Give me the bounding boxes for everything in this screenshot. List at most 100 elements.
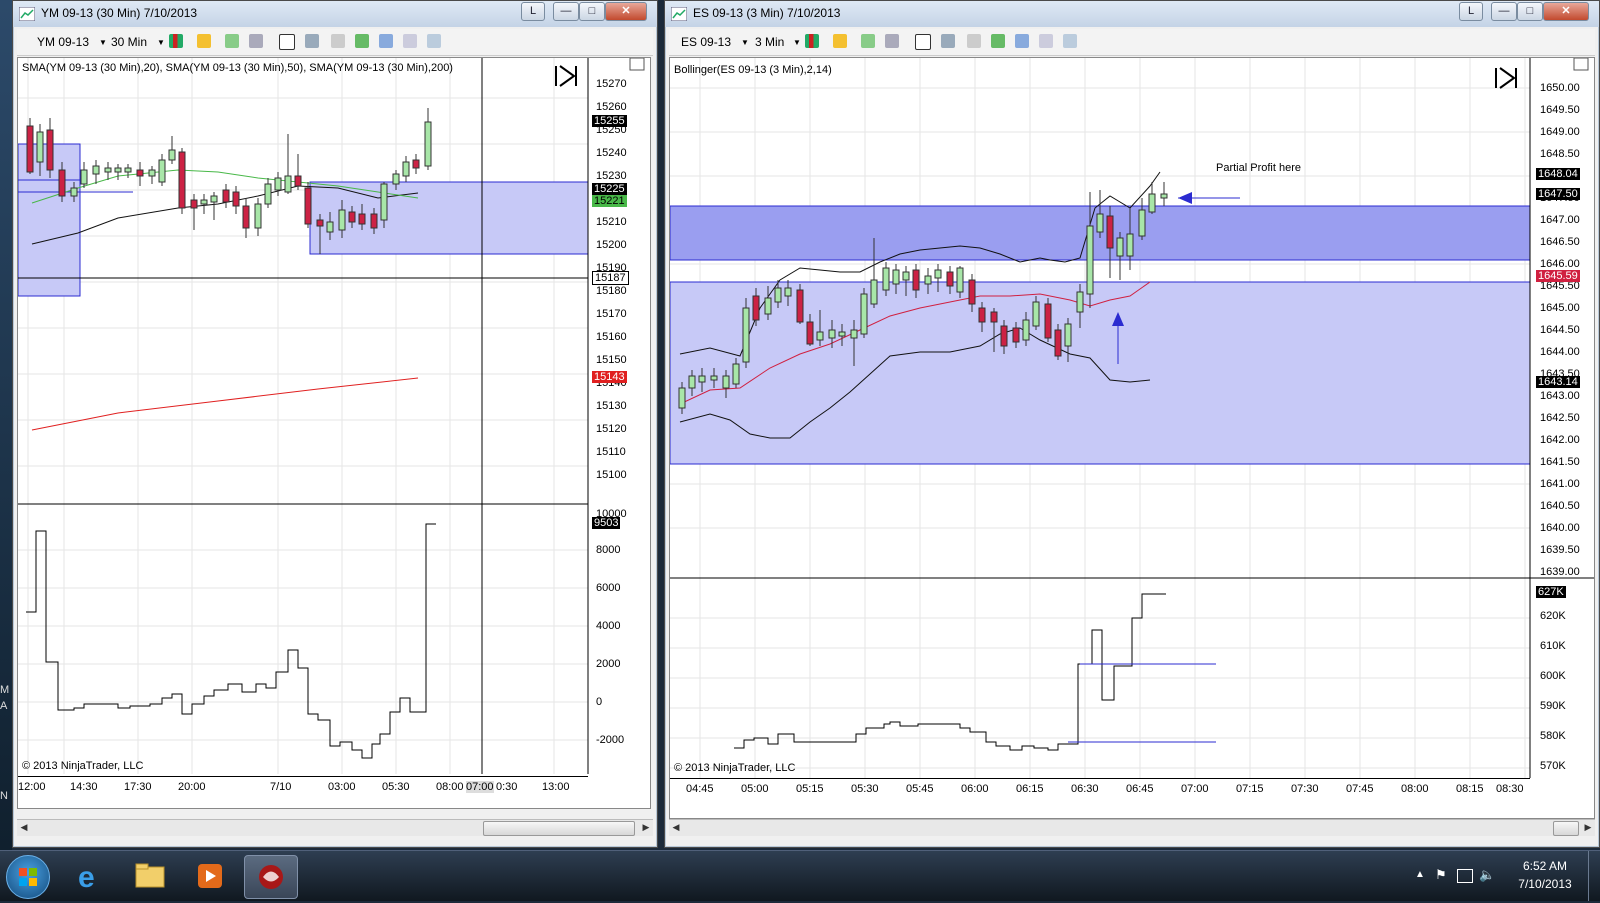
instrument-selector[interactable]: YM 09-13: [37, 35, 90, 49]
indicator-icon[interactable]: [861, 34, 875, 48]
volume-tick: 620K: [1540, 610, 1566, 622]
volume-marker: 627K: [1536, 586, 1566, 598]
ym-chart-panel[interactable]: 15270 15260 15250 15240 15230 15220 1521…: [17, 57, 651, 809]
panel-icon[interactable]: [1063, 34, 1077, 48]
taskbar-clock[interactable]: 6:52 AM 7/10/2013: [1514, 857, 1576, 893]
volume-tick: 610K: [1540, 640, 1566, 652]
chevron-down-icon[interactable]: ▼: [99, 38, 107, 47]
time-tick: 05:30: [851, 783, 879, 795]
scroll-thumb[interactable]: [483, 821, 635, 836]
price-tick: 15230: [596, 170, 627, 182]
bar-type-icon[interactable]: [169, 34, 183, 48]
volume-speaker-icon[interactable]: 🔈: [1479, 867, 1496, 882]
pencil-icon[interactable]: [833, 34, 847, 48]
time-tick: 07:00: [1181, 783, 1209, 795]
properties-icon[interactable]: [967, 34, 981, 48]
zoom-icon[interactable]: [941, 34, 955, 48]
show-desktop-button[interactable]: [1588, 851, 1600, 901]
bar-end-icon[interactable]: [1495, 67, 1517, 89]
chevron-down-icon[interactable]: ▼: [157, 38, 165, 47]
save-icon[interactable]: [403, 34, 417, 48]
image-icon[interactable]: [379, 34, 393, 48]
scroll-left-icon[interactable]: ◀: [20, 822, 28, 832]
upper-band-marker: 1648.04: [1536, 168, 1580, 180]
desktop-icon-label[interactable]: N: [0, 790, 8, 802]
taskbar-ninjatrader[interactable]: [244, 855, 298, 899]
minimize-button[interactable]: —: [553, 2, 579, 21]
price-tick: 1641.50: [1540, 456, 1580, 468]
es-chart-window: ES 09-13 (3 Min) 7/10/2013 L — □ ✕ ES 09…: [664, 0, 1600, 848]
image-icon[interactable]: [1015, 34, 1029, 48]
ym-volume-axis: 10000 8000 6000 4000 2000 0 -2000 9503: [592, 504, 650, 784]
up-arrow-icon: [1112, 312, 1124, 364]
window-titlebar[interactable]: ES 09-13 (3 Min) 7/10/2013 L — □ ✕: [665, 1, 1599, 27]
interval-selector[interactable]: 30 Min: [111, 35, 148, 49]
price-tick: 1642.00: [1540, 434, 1580, 446]
taskbar-media-player[interactable]: [184, 855, 236, 897]
link-button[interactable]: L: [1459, 2, 1483, 21]
strategy-icon[interactable]: [885, 34, 899, 48]
taskbar-internet-explorer[interactable]: e: [64, 855, 116, 897]
media-player-icon: [198, 864, 222, 888]
price-tick: 1639.50: [1540, 544, 1580, 556]
maximize-button[interactable]: □: [1517, 2, 1543, 21]
bar-end-icon[interactable]: [555, 65, 577, 87]
time-tick: 06:15: [1016, 783, 1044, 795]
desktop-icon-label[interactable]: M: [0, 684, 10, 696]
scroll-thumb[interactable]: [1553, 821, 1579, 836]
panel-icon[interactable]: [427, 34, 441, 48]
crosshair-icon[interactable]: [915, 34, 931, 50]
close-button[interactable]: ✕: [1543, 2, 1589, 21]
price-tick: 15240: [596, 147, 627, 159]
price-tick: 15110: [596, 446, 626, 458]
taskbar-explorer[interactable]: [124, 855, 176, 897]
interval-selector[interactable]: 3 Min: [755, 35, 785, 49]
es-chart-panel[interactable]: Bollinger(ES 09-13 (3 Min),2,14) Partial…: [669, 57, 1595, 819]
pencil-icon[interactable]: [197, 34, 211, 48]
clock-date: 7/10/2013: [1518, 877, 1572, 891]
network-icon[interactable]: [1457, 869, 1473, 883]
chart-toolbar: YM 09-13 ▼ 30 Min ▼: [17, 29, 653, 56]
horizontal-scrollbar[interactable]: ◀ ▶: [669, 819, 1595, 836]
time-tick: 0:30: [496, 781, 518, 793]
data-box-icon[interactable]: [355, 34, 369, 48]
show-hidden-icons-icon[interactable]: ▲: [1415, 869, 1425, 880]
zoom-icon[interactable]: [305, 34, 319, 48]
chart-app-icon: [19, 7, 35, 21]
scroll-left-icon[interactable]: ◀: [672, 822, 680, 832]
volume-tick: -2000: [596, 734, 625, 746]
copyright-text: © 2013 NinjaTrader, LLC: [22, 760, 144, 772]
action-center-flag-icon[interactable]: ⚑: [1435, 867, 1447, 882]
price-tick: 1642.50: [1540, 412, 1580, 424]
scroll-right-icon[interactable]: ▶: [642, 822, 650, 832]
time-tick: 08:30: [1496, 783, 1524, 795]
horizontal-scrollbar[interactable]: ◀ ▶: [17, 819, 653, 836]
start-button[interactable]: [6, 855, 50, 899]
scroll-right-icon[interactable]: ▶: [1584, 822, 1592, 832]
window-titlebar[interactable]: YM 09-13 (30 Min) 7/10/2013 L — □ ✕: [13, 1, 657, 27]
save-icon[interactable]: [1039, 34, 1053, 48]
chevron-down-icon[interactable]: ▼: [741, 38, 749, 47]
price-tick: 1650.00: [1540, 82, 1580, 94]
desktop-icon-label[interactable]: A: [0, 700, 8, 712]
crosshair-icon[interactable]: [279, 34, 295, 50]
ym-chart-canvas: [18, 58, 645, 774]
instrument-selector[interactable]: ES 09-13: [681, 35, 732, 49]
indicator-icon[interactable]: [225, 34, 239, 48]
ym-time-axis: 12:00 14:30 17:30 20:00 7/10 03:00 05:30…: [18, 776, 588, 797]
close-button[interactable]: ✕: [605, 2, 647, 21]
link-button[interactable]: L: [521, 2, 545, 21]
price-tick: 1644.50: [1540, 324, 1580, 336]
bar-type-icon[interactable]: [805, 34, 819, 48]
es-volume-axis: 620K 610K 600K 590K 580K 570K 627K: [1534, 578, 1594, 778]
minimize-button[interactable]: —: [1491, 2, 1517, 21]
price-tick: 15270: [596, 78, 627, 90]
properties-icon[interactable]: [331, 34, 345, 48]
strategy-icon[interactable]: [249, 34, 263, 48]
chevron-down-icon[interactable]: ▼: [793, 38, 801, 47]
time-tick: 12:00: [18, 781, 46, 793]
data-box-icon[interactable]: [991, 34, 1005, 48]
price-tick: 15170: [596, 308, 627, 320]
maximize-button[interactable]: □: [579, 2, 605, 21]
time-tick: 08:00: [1401, 783, 1429, 795]
